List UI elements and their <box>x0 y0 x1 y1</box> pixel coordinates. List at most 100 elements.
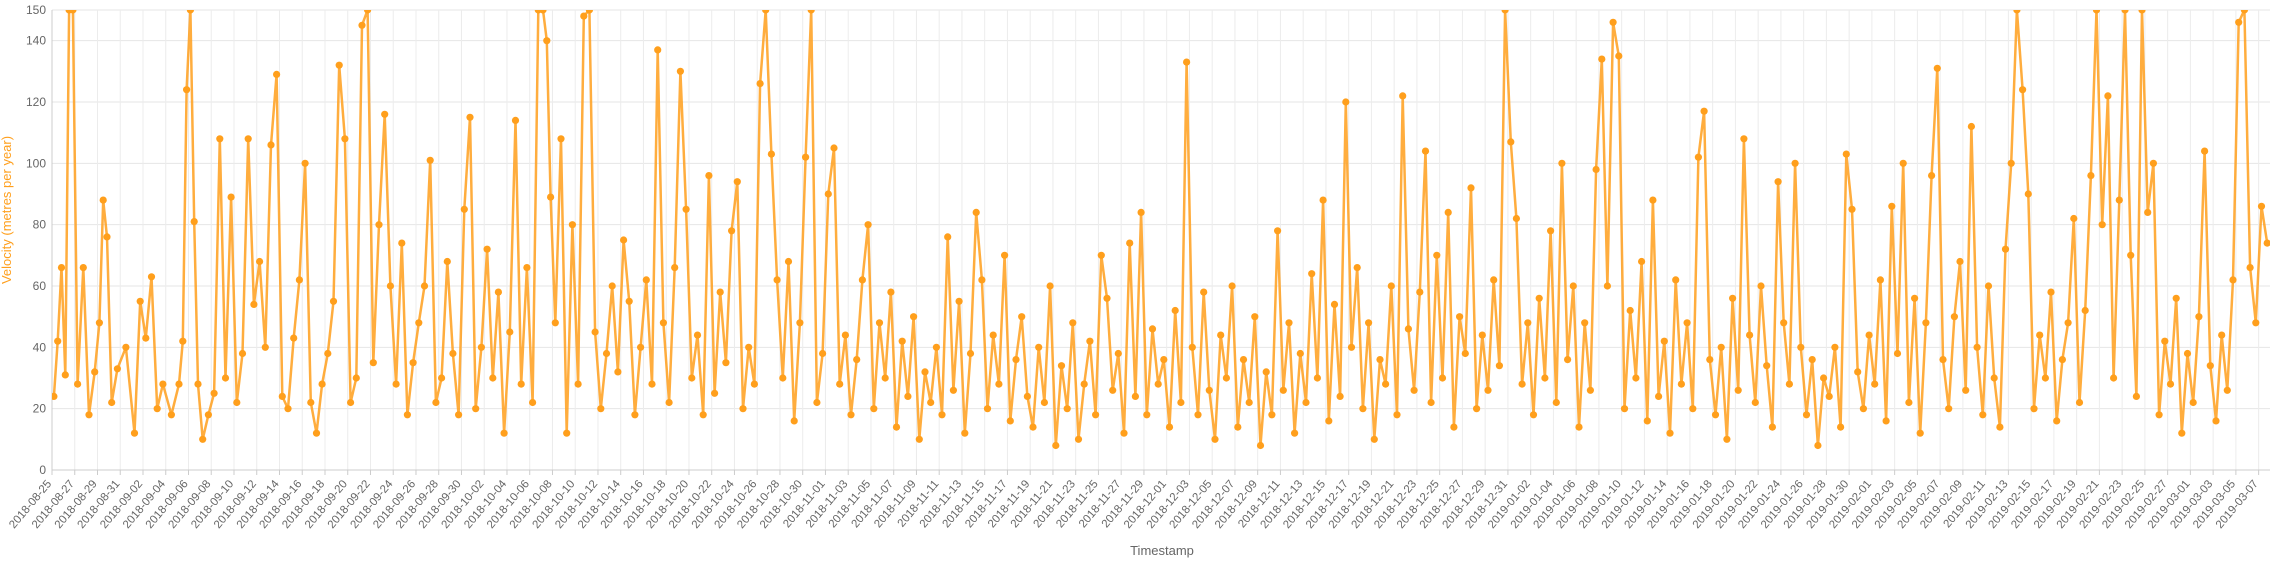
data-point[interactable] <box>1023 392 1031 400</box>
data-point[interactable] <box>113 365 121 373</box>
data-point[interactable] <box>1029 423 1037 431</box>
data-point[interactable] <box>295 276 303 284</box>
data-point[interactable] <box>642 276 650 284</box>
data-point[interactable] <box>216 135 224 143</box>
data-point[interactable] <box>1421 147 1430 155</box>
data-point[interactable] <box>1683 319 1691 327</box>
data-point[interactable] <box>95 319 103 327</box>
data-point[interactable] <box>1814 441 1822 450</box>
data-point[interactable] <box>1228 282 1236 290</box>
data-point[interactable] <box>1535 294 1543 302</box>
data-point[interactable] <box>1313 374 1321 382</box>
data-point[interactable] <box>836 380 844 388</box>
data-point[interactable] <box>483 245 491 253</box>
data-point[interactable] <box>784 257 793 266</box>
data-point[interactable] <box>1160 356 1168 364</box>
data-point[interactable] <box>54 337 62 345</box>
data-point[interactable] <box>1802 411 1811 419</box>
data-point[interactable] <box>1399 92 1407 100</box>
data-point[interactable] <box>2001 245 2010 253</box>
data-point[interactable] <box>904 392 912 400</box>
data-point[interactable] <box>183 86 191 94</box>
data-point[interactable] <box>1956 257 1964 266</box>
data-point[interactable] <box>335 61 343 69</box>
data-point[interactable] <box>1996 423 2004 431</box>
data-point[interactable] <box>961 429 969 437</box>
data-point[interactable] <box>824 190 832 198</box>
data-point[interactable] <box>1456 313 1464 321</box>
data-point[interactable] <box>830 144 838 152</box>
data-point[interactable] <box>1512 214 1520 223</box>
data-point[interactable] <box>1365 319 1373 327</box>
data-point[interactable] <box>580 12 588 20</box>
data-point[interactable] <box>1643 417 1651 425</box>
data-point[interactable] <box>1302 398 1310 407</box>
data-point[interactable] <box>369 359 377 367</box>
data-point[interactable] <box>1677 380 1685 388</box>
data-point[interactable] <box>881 374 889 382</box>
data-point[interactable] <box>1501 6 1509 14</box>
data-point[interactable] <box>2121 6 2129 14</box>
data-point[interactable] <box>312 429 321 437</box>
data-point[interactable] <box>750 380 759 388</box>
data-point[interactable] <box>847 411 855 419</box>
data-point[interactable] <box>1620 405 1629 413</box>
data-point[interactable] <box>756 80 764 88</box>
data-point[interactable] <box>1018 313 1026 321</box>
data-point[interactable] <box>1444 208 1452 216</box>
data-point[interactable] <box>2149 159 2157 167</box>
data-point[interactable] <box>210 389 218 397</box>
data-point[interactable] <box>1558 159 1566 167</box>
data-point[interactable] <box>790 417 798 425</box>
data-point[interactable] <box>307 398 315 407</box>
data-point[interactable] <box>142 334 150 342</box>
data-point[interactable] <box>1871 380 1879 388</box>
data-point[interactable] <box>2087 172 2095 180</box>
data-point[interactable] <box>1842 150 1850 158</box>
data-point[interactable] <box>1126 239 1134 247</box>
data-point[interactable] <box>2030 405 2038 413</box>
data-point[interactable] <box>1285 319 1293 327</box>
data-point[interactable] <box>711 389 719 397</box>
data-point[interactable] <box>2041 374 2049 382</box>
data-point[interactable] <box>443 257 451 266</box>
data-point[interactable] <box>2024 190 2032 198</box>
data-point[interactable] <box>841 331 850 339</box>
data-point[interactable] <box>1825 392 1833 400</box>
data-point[interactable] <box>392 380 400 388</box>
data-point[interactable] <box>892 423 901 431</box>
data-point[interactable] <box>1768 423 1776 431</box>
data-point[interactable] <box>1973 343 1981 351</box>
data-point[interactable] <box>1262 368 1270 376</box>
data-point[interactable] <box>671 264 679 272</box>
data-point[interactable] <box>2007 159 2015 167</box>
data-point[interactable] <box>2064 319 2072 327</box>
data-point[interactable] <box>1404 325 1412 333</box>
data-point[interactable] <box>1791 159 1799 167</box>
data-point[interactable] <box>1353 264 1361 272</box>
data-point[interactable] <box>1774 178 1782 186</box>
data-point[interactable] <box>2053 417 2061 425</box>
data-point[interactable] <box>256 257 264 266</box>
data-point[interactable] <box>1518 380 1526 388</box>
data-point[interactable] <box>190 218 198 226</box>
data-point[interactable] <box>1222 374 1230 382</box>
data-point[interactable] <box>278 392 286 400</box>
data-point[interactable] <box>227 193 235 201</box>
data-point[interactable] <box>1450 423 1458 431</box>
data-point[interactable] <box>2246 264 2254 272</box>
data-point[interactable] <box>381 110 389 118</box>
data-point[interactable] <box>238 349 247 358</box>
data-point[interactable] <box>511 116 520 124</box>
data-point[interactable] <box>875 319 884 327</box>
data-point[interactable] <box>1342 98 1350 106</box>
data-point[interactable] <box>1188 343 1196 351</box>
data-point[interactable] <box>915 435 923 443</box>
data-point[interactable] <box>547 193 555 201</box>
data-point[interactable] <box>500 429 508 437</box>
data-point[interactable] <box>420 282 429 290</box>
data-point[interactable] <box>1979 411 1987 419</box>
data-point[interactable] <box>870 405 878 413</box>
data-point[interactable] <box>1638 257 1646 266</box>
data-point[interactable] <box>557 135 565 143</box>
